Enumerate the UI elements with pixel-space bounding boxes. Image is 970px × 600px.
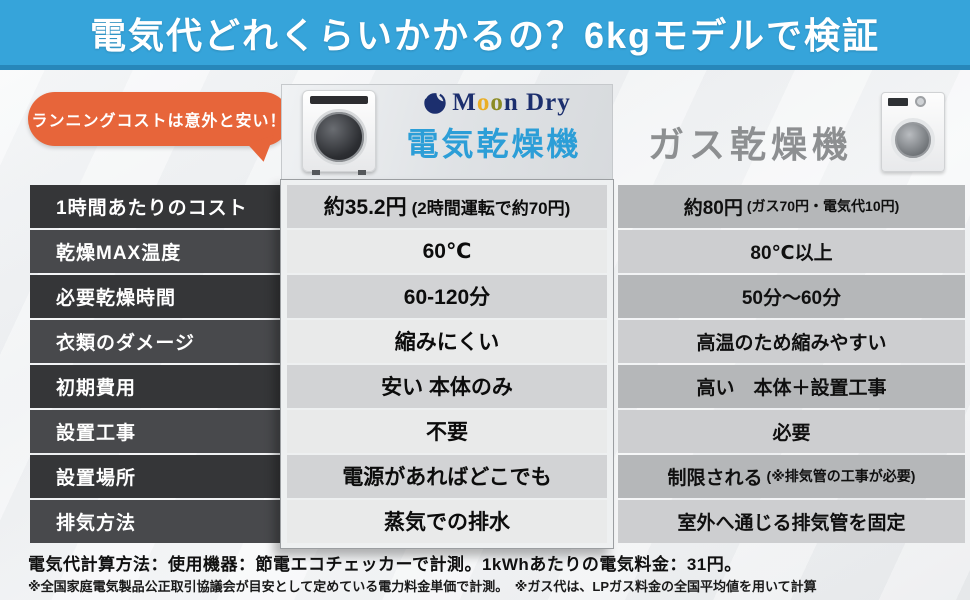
row-label-text: 衣類のダメージ [56, 332, 196, 354]
washer-door [891, 118, 935, 162]
table-cell-electric: 約35.2円 (2時間運転で約70円) [287, 185, 607, 228]
dryer-foot [312, 170, 320, 175]
dryer-control-panel [310, 96, 368, 104]
table-cell-gas: 高い 本体＋設置工事 [618, 365, 965, 408]
logo-letter: n Dry [503, 89, 571, 116]
top-banner: 電気代どれくらいかかるの？6kgモデルで検証 [0, 0, 970, 70]
cell-value: 安い 本体のみ [381, 376, 513, 400]
running-cost-badge-label: ランニングコストは意外と安い！ [31, 113, 287, 130]
cell-note: (※排気管の工事が必要) [766, 468, 916, 485]
page-title: 電気代どれくらいかかるの？6kgモデルで検証 [89, 14, 881, 56]
table-cell-gas: 必要 [618, 410, 965, 453]
cell-value: 約80円 [683, 197, 743, 219]
row-label-text: 乾燥MAX温度 [56, 242, 182, 264]
row-label-text: 設置場所 [56, 467, 137, 489]
row-label: 衣類のダメージ [30, 320, 285, 363]
cell-value: 電源があればどこでも [342, 466, 552, 490]
cell-value: 室外へ通じる排気管を固定 [677, 512, 906, 534]
electric-column-header: Moon Dry 電気乾燥機 [281, 84, 613, 180]
cell-value: 縮みにくい [394, 331, 500, 355]
electric-column-title: 電気乾燥機 [406, 126, 582, 162]
brand-logo: Moon Dry [386, 88, 608, 118]
row-label-text: 1時間あたりのコスト [56, 197, 248, 219]
cell-value: 必要 [772, 422, 811, 444]
cell-value: 高い 本体＋設置工事 [696, 377, 887, 399]
moon-icon [424, 92, 446, 114]
gas-values-column: 約80円 (ガス70円・電気代10円) 80℃以上 50分～60分 高温のため縮み… [618, 185, 965, 543]
table-cell-electric: 安い 本体のみ [287, 365, 607, 408]
cell-value: 制限される [667, 467, 763, 489]
cell-note: (ガス70円・電気代10円) [746, 198, 900, 215]
washer-display [888, 98, 908, 106]
table-cell-electric: 蒸気での排水 [287, 500, 607, 543]
cell-value: 60℃ [422, 239, 472, 263]
logo-letter: o [490, 89, 504, 116]
row-label-column: 1時間あたりのコスト 乾燥MAX温度 必要乾燥時間 衣類のダメージ 初期費用 設… [30, 185, 285, 543]
cell-value: 60-120分 [403, 286, 491, 310]
row-label: 排気方法 [30, 500, 285, 543]
table-cell-gas: 制限される (※排気管の工事が必要) [618, 455, 965, 498]
row-label-text: 排気方法 [56, 512, 137, 534]
cell-value: 高温のため縮みやすい [696, 332, 887, 354]
cell-value: 50分～60分 [741, 287, 842, 309]
row-label: 必要乾燥時間 [30, 275, 285, 318]
row-label: 初期費用 [30, 365, 285, 408]
table-cell-gas: 高温のため縮みやすい [618, 320, 965, 363]
row-label: 設置場所 [30, 455, 285, 498]
electric-dryer-image [302, 90, 376, 175]
row-label-text: 設置工事 [56, 422, 137, 444]
table-cell-gas: 80℃以上 [618, 230, 965, 273]
washing-machine-image [881, 92, 945, 172]
table-cell-electric: 不要 [287, 410, 607, 453]
table-cell-electric: 60-120分 [287, 275, 607, 318]
brand-logo-text: Moon Dry [452, 89, 570, 117]
gas-column-header: ガス乾燥機 [620, 92, 965, 180]
row-label: 設置工事 [30, 410, 285, 453]
cell-value: 80℃以上 [750, 242, 833, 264]
table-cell-gas: 50分～60分 [618, 275, 965, 318]
logo-letter: M [452, 89, 477, 116]
logo-letter: o [476, 89, 491, 116]
row-label: 乾燥MAX温度 [30, 230, 285, 273]
electric-values-panel: 約35.2円 (2時間運転で約70円) 60℃ 60-120分 縮みにくい 安い … [280, 179, 614, 549]
cell-value: 不要 [426, 421, 468, 445]
cell-value: 約35.2円 [323, 196, 407, 220]
table-cell-electric: 電源があればどこでも [287, 455, 607, 498]
washer-dial [915, 96, 926, 107]
running-cost-badge: ランニングコストは意外と安い！ [28, 92, 290, 165]
row-label: 1時間あたりのコスト [30, 185, 285, 228]
gas-column-title: ガス乾燥機 [648, 124, 854, 165]
cell-note: (2時間運転で約70円) [411, 198, 571, 218]
row-label-text: 必要乾燥時間 [56, 287, 177, 309]
cell-value: 蒸気での排水 [384, 511, 510, 535]
footnote-calculation-method: 電気代計算方法：使用機器：節電エコチェッカーで計測。1kWhあたりの電気料金：3… [28, 555, 742, 574]
table-cell-gas: 約80円 (ガス70円・電気代10円) [618, 185, 965, 228]
table-cell-electric: 60℃ [287, 230, 607, 273]
footnote-disclaimer: ※全国家庭電気製品公正取引協議会が目安として定めている電力料金単価で計測。 ※ガ… [28, 579, 817, 594]
table-cell-gas: 室外へ通じる排気管を固定 [618, 500, 965, 543]
row-label-text: 初期費用 [56, 377, 137, 399]
speech-bubble-tail [247, 135, 281, 165]
table-cell-electric: 縮みにくい [287, 320, 607, 363]
dryer-door [311, 109, 367, 165]
dryer-foot [358, 170, 366, 175]
